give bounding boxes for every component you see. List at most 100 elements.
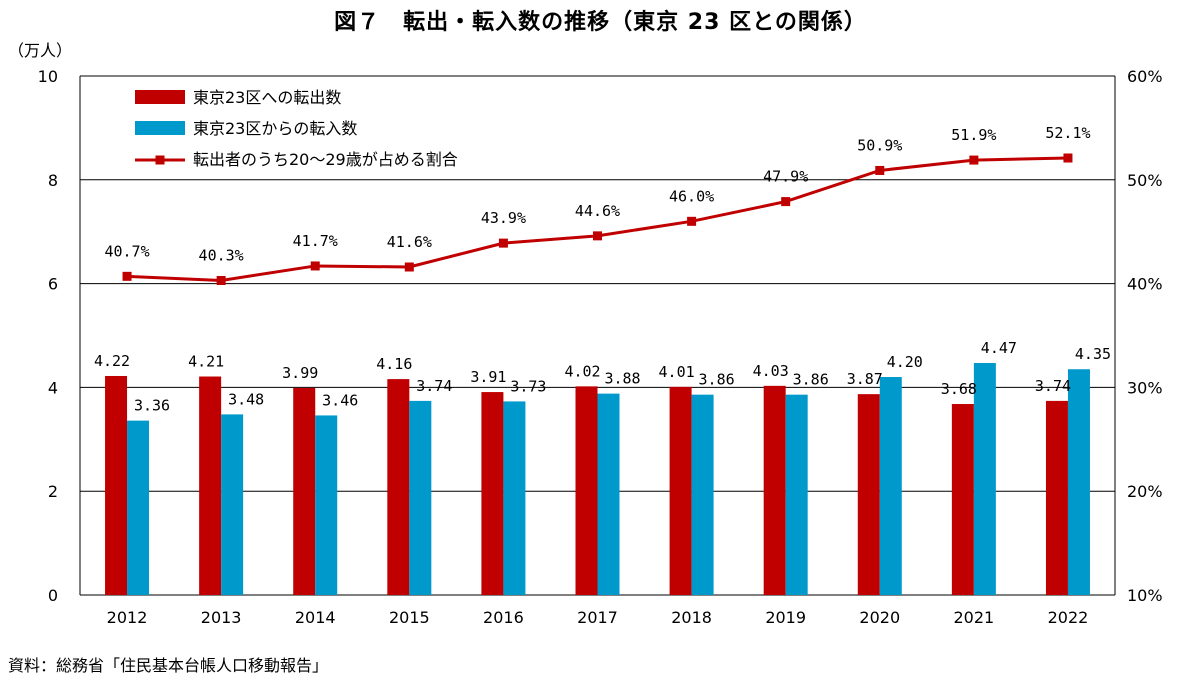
- legend-label-inflow: 東京23区からの転入数: [193, 119, 357, 138]
- x-tick-label: 2014: [295, 608, 336, 627]
- bar-outflow: [951, 404, 974, 595]
- legend-swatch-outflow: [135, 90, 185, 104]
- x-tick-label: 2017: [577, 608, 618, 627]
- bar-inflow: [315, 415, 338, 595]
- bar-outflow: [1045, 400, 1068, 595]
- bar-inflow: [879, 377, 902, 595]
- x-tick-label: 2020: [859, 608, 900, 627]
- ratio-data-label: 41.7%: [293, 232, 338, 250]
- inflow-data-label: 3.46: [322, 391, 358, 409]
- inflow-data-label: 4.20: [887, 353, 923, 371]
- inflow-data-label: 3.86: [793, 371, 829, 389]
- y-right-tick-label: 40%: [1127, 275, 1163, 294]
- inflow-data-label: 4.35: [1075, 345, 1111, 363]
- x-tick-label: 2012: [107, 608, 148, 627]
- outflow-data-label: 4.22: [94, 352, 130, 370]
- outflow-data-label: 3.91: [470, 368, 506, 386]
- bar-inflow: [127, 420, 150, 595]
- ratio-data-label: 47.9%: [763, 168, 808, 186]
- bar-outflow: [387, 379, 410, 595]
- legend-label-outflow: 東京23区への転出数: [193, 88, 341, 107]
- y-right-tick-label: 10%: [1127, 586, 1163, 605]
- inflow-data-label: 4.47: [981, 339, 1017, 357]
- inflow-data-label: 3.48: [228, 390, 264, 408]
- chart-title: 図７ 転出・転入数の推移（東京 23 区との関係）: [334, 10, 867, 35]
- x-tick-label: 2015: [389, 608, 430, 627]
- bar-inflow: [1067, 369, 1090, 595]
- ratio-data-label: 44.6%: [575, 202, 620, 220]
- ratio-point: [310, 261, 320, 271]
- bar-outflow: [669, 386, 692, 595]
- ratio-point: [122, 271, 132, 281]
- y-left-tick-label: 2: [48, 482, 58, 501]
- legend-marker-ratio: [155, 155, 165, 165]
- outflow-data-label: 4.03: [753, 362, 789, 380]
- outflow-data-label: 3.74: [1035, 377, 1071, 395]
- y-left-tick-label: 8: [48, 171, 58, 190]
- legend-swatch-inflow: [135, 121, 185, 135]
- inflow-data-label: 3.86: [699, 371, 735, 389]
- outflow-data-label: 4.16: [376, 355, 412, 373]
- bar-inflow: [691, 394, 714, 595]
- y-right-tick-label: 50%: [1127, 171, 1163, 190]
- ratio-data-label: 50.9%: [857, 136, 902, 154]
- bar-outflow: [857, 394, 880, 595]
- bar-outflow: [293, 387, 316, 595]
- x-tick-label: 2018: [671, 608, 712, 627]
- ratio-point: [687, 216, 697, 226]
- y-right-tick-label: 20%: [1127, 482, 1163, 501]
- y-right-tick-label: 30%: [1127, 378, 1163, 397]
- ratio-point: [593, 231, 602, 241]
- outflow-data-label: 4.21: [188, 353, 224, 371]
- ratio-data-label: 46.0%: [669, 187, 714, 205]
- x-tick-label: 2021: [954, 608, 995, 627]
- ratio-data-label: 51.9%: [951, 126, 996, 144]
- bar-inflow: [597, 393, 620, 595]
- inflow-data-label: 3.74: [416, 377, 452, 395]
- x-tick-label: 2013: [201, 608, 242, 627]
- ratio-point: [969, 155, 979, 165]
- bar-outflow: [199, 376, 222, 595]
- y-left-tick-label: 10: [38, 67, 58, 86]
- ratio-data-label: 43.9%: [481, 209, 526, 227]
- x-tick-label: 2019: [765, 608, 806, 627]
- bar-inflow: [973, 363, 996, 595]
- y-left-tick-label: 4: [48, 378, 58, 397]
- bar-inflow: [785, 394, 808, 595]
- outflow-data-label: 4.01: [659, 363, 695, 381]
- ratio-data-label: 40.7%: [104, 242, 149, 260]
- outflow-data-label: 4.02: [564, 362, 600, 380]
- inflow-data-label: 3.36: [134, 397, 170, 415]
- outflow-data-label: 3.87: [847, 370, 883, 388]
- y-right-tick-label: 60%: [1127, 67, 1163, 86]
- ratio-point: [216, 275, 226, 285]
- bar-outflow: [105, 375, 128, 595]
- ratio-data-label: 41.6%: [387, 233, 432, 251]
- y-axis-unit-label: （万人）: [8, 41, 73, 60]
- y-left-tick-label: 6: [48, 275, 58, 294]
- inflow-data-label: 3.88: [604, 370, 640, 388]
- x-tick-label: 2016: [483, 608, 524, 627]
- bar-outflow: [575, 386, 598, 595]
- ratio-point: [404, 262, 414, 272]
- ratio-data-label: 40.3%: [199, 246, 244, 264]
- bar-inflow: [221, 414, 244, 595]
- outflow-data-label: 3.68: [941, 380, 977, 398]
- ratio-data-label: 52.1%: [1045, 124, 1090, 142]
- bar-outflow: [481, 392, 504, 595]
- inflow-data-label: 3.73: [510, 377, 546, 395]
- bar-inflow: [503, 401, 526, 595]
- ratio-point: [1063, 153, 1073, 163]
- x-tick-label: 2022: [1048, 608, 1089, 627]
- source-note: 資料：総務省「住民基本台帳人口移動報告」: [8, 656, 329, 675]
- bar-outflow: [763, 385, 786, 595]
- outflow-data-label: 3.99: [282, 364, 318, 382]
- bar-inflow: [409, 400, 432, 595]
- ratio-point: [498, 238, 508, 248]
- ratio-point: [781, 197, 791, 207]
- legend-label-ratio: 転出者のうち20～29歳が占める割合: [193, 150, 458, 169]
- ratio-point: [875, 165, 885, 175]
- y-left-tick-label: 0: [48, 586, 58, 605]
